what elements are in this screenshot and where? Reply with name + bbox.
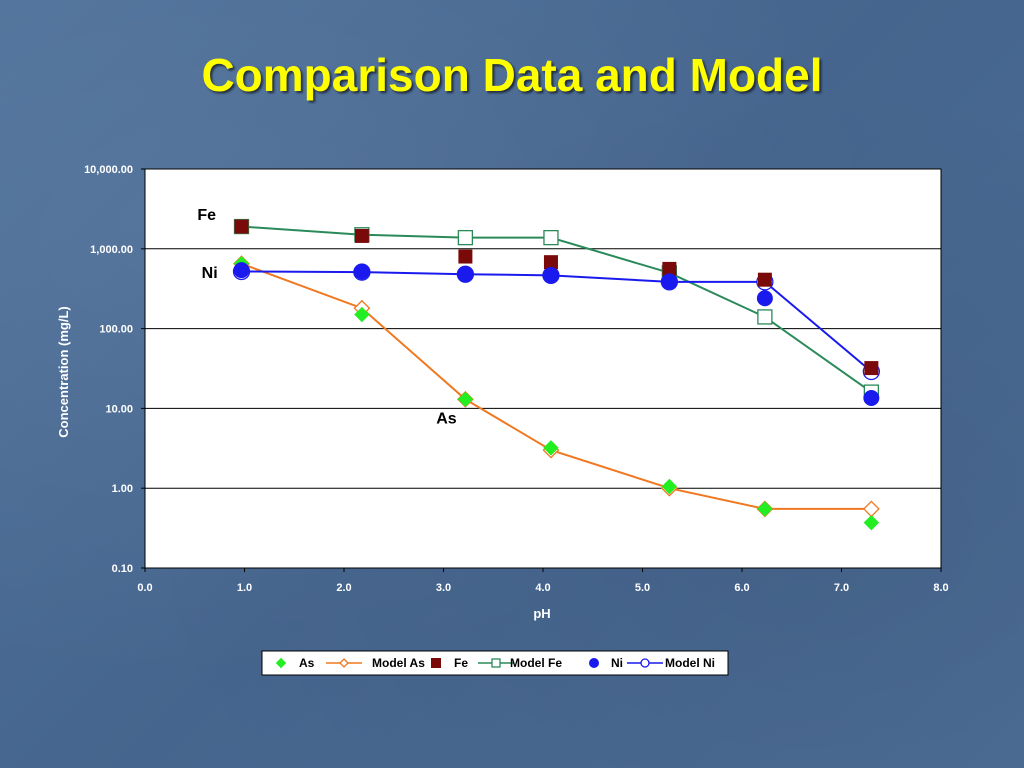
point-fe <box>757 272 772 287</box>
y-tick-label: 10.00 <box>105 403 133 415</box>
annotation-layer: Fe Ni As <box>197 207 456 427</box>
x-axis-ticks: 0.0 1.0 2.0 3.0 4.0 5.0 6.0 7.0 8.0 <box>137 568 949 594</box>
legend-marker-fe <box>431 658 441 668</box>
legend-label-fe: Fe <box>454 656 468 670</box>
point-fe <box>354 228 369 243</box>
point-ni <box>542 266 559 283</box>
point-fe <box>458 249 473 264</box>
x-tick-label: 8.0 <box>933 582 948 594</box>
y-axis-title: Concentration (mg/L) <box>56 306 71 437</box>
x-tick-label: 1.0 <box>237 582 252 594</box>
legend-label-as: As <box>299 656 315 670</box>
legend-marker-model-as <box>339 658 349 668</box>
slide-title: Comparison Data and Model <box>201 49 823 101</box>
legend-marker-model-fe <box>491 658 501 668</box>
legend-marker-as <box>275 657 287 669</box>
point-fe <box>234 219 249 234</box>
x-axis-title: pH <box>533 606 550 621</box>
x-tick-label: 2.0 <box>336 582 351 594</box>
gridlines <box>145 248 941 489</box>
point-fe <box>864 361 879 376</box>
legend-label-model-fe: Model Fe <box>510 656 562 670</box>
x-tick-label: 6.0 <box>734 582 749 594</box>
point-ni <box>233 262 250 279</box>
y-tick-label: 0.10 <box>112 563 133 575</box>
point-as <box>543 440 559 456</box>
x-tick-label: 0.0 <box>137 582 152 594</box>
legend-label-ni: Ni <box>611 656 623 670</box>
x-tick-label: 3.0 <box>436 582 451 594</box>
point-ni <box>353 263 370 280</box>
legend-marker-ni <box>589 658 599 668</box>
x-tick-label: 7.0 <box>834 582 849 594</box>
point-as <box>863 514 880 531</box>
point-as <box>757 501 773 517</box>
legend-marker-model-ni <box>640 658 650 668</box>
legend: As Model As Fe Model Fe Ni Model Ni <box>261 650 729 676</box>
point-ni <box>457 266 474 283</box>
point-ni <box>863 389 880 406</box>
point-model-fe <box>457 229 474 246</box>
x-tick-label: 4.0 <box>535 582 550 594</box>
point-model-fe <box>757 309 773 325</box>
y-tick-label: 1.00 <box>112 483 133 495</box>
legend-label-model-as: Model As <box>372 656 425 670</box>
y-tick-label: 100.00 <box>99 324 133 336</box>
point-as <box>661 478 678 495</box>
point-ni <box>661 273 678 290</box>
point-as <box>354 306 370 323</box>
point-model-fe <box>543 229 559 246</box>
plot-area <box>144 168 942 569</box>
annotation-as: As <box>436 410 457 427</box>
point-fe <box>543 255 558 270</box>
y-tick-label: 10,000.00 <box>84 164 133 176</box>
annotation-ni: Ni <box>202 265 218 282</box>
y-axis-ticks: 0.10 1.00 10.00 100.00 1,000.00 10,000.00 <box>84 164 145 575</box>
x-tick-label: 5.0 <box>635 582 650 594</box>
plot-area-group: Fe Ni As <box>144 168 942 569</box>
y-tick-label: 1,000.00 <box>90 244 133 256</box>
series-layer <box>232 218 880 531</box>
legend-label-model-ni: Model Ni <box>665 656 715 670</box>
point-ni <box>756 290 773 307</box>
annotation-fe: Fe <box>197 207 216 224</box>
point-as <box>457 391 474 408</box>
